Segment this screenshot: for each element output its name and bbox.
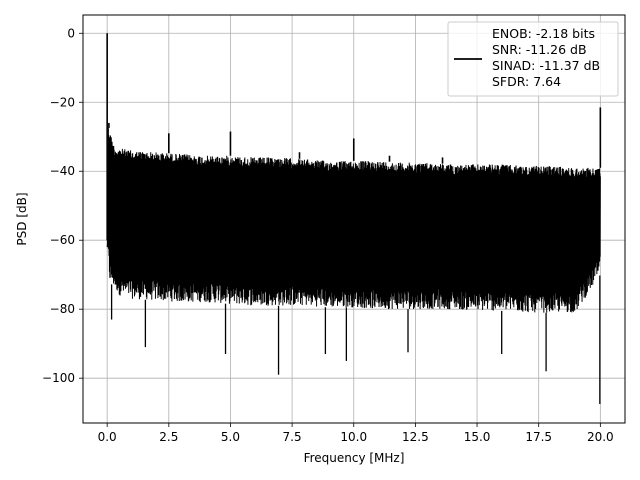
y-tick-label: −100 [42,371,75,385]
psd-noise-band [107,144,601,286]
axis-ticks: 0.0 2.5 5.0 7.5 10.0 12.5 15.0 17.5 20.0 0 −20 −40 −… [42,26,614,444]
x-tick-label: 20.0 [587,430,614,444]
y-tick-label: −20 [50,95,75,109]
y-tick-label: −60 [50,233,75,247]
legend-sfdr: SFDR: 7.64 [492,74,561,89]
y-tick-label: −80 [50,302,75,316]
x-tick-label: 2.5 [159,430,178,444]
x-tick-label: 7.5 [283,430,302,444]
legend-enob: ENOB: -2.18 bits [492,26,595,41]
legend-sinad: SINAD: -11.37 dB [492,58,600,73]
y-tick-label: −40 [50,164,75,178]
legend: ENOB: -2.18 bits SNR: -11.26 dB SINAD: -… [447,21,619,97]
legend-snr: SNR: -11.26 dB [492,42,587,57]
x-tick-label: 5.0 [221,430,240,444]
y-tick-label: 0 [67,26,75,40]
y-axis-label: PSD [dB] [15,192,29,245]
x-axis-label: Frequency [MHz] [304,451,405,465]
x-tick-label: 12.5 [402,430,429,444]
plot-area [106,33,602,405]
x-tick-label: 0.0 [98,430,117,444]
x-tick-label: 17.5 [525,430,552,444]
x-tick-label: 10.0 [340,430,367,444]
legend-box [447,21,619,97]
x-tick-label: 15.0 [464,430,491,444]
psd-noise-trace [106,128,601,313]
